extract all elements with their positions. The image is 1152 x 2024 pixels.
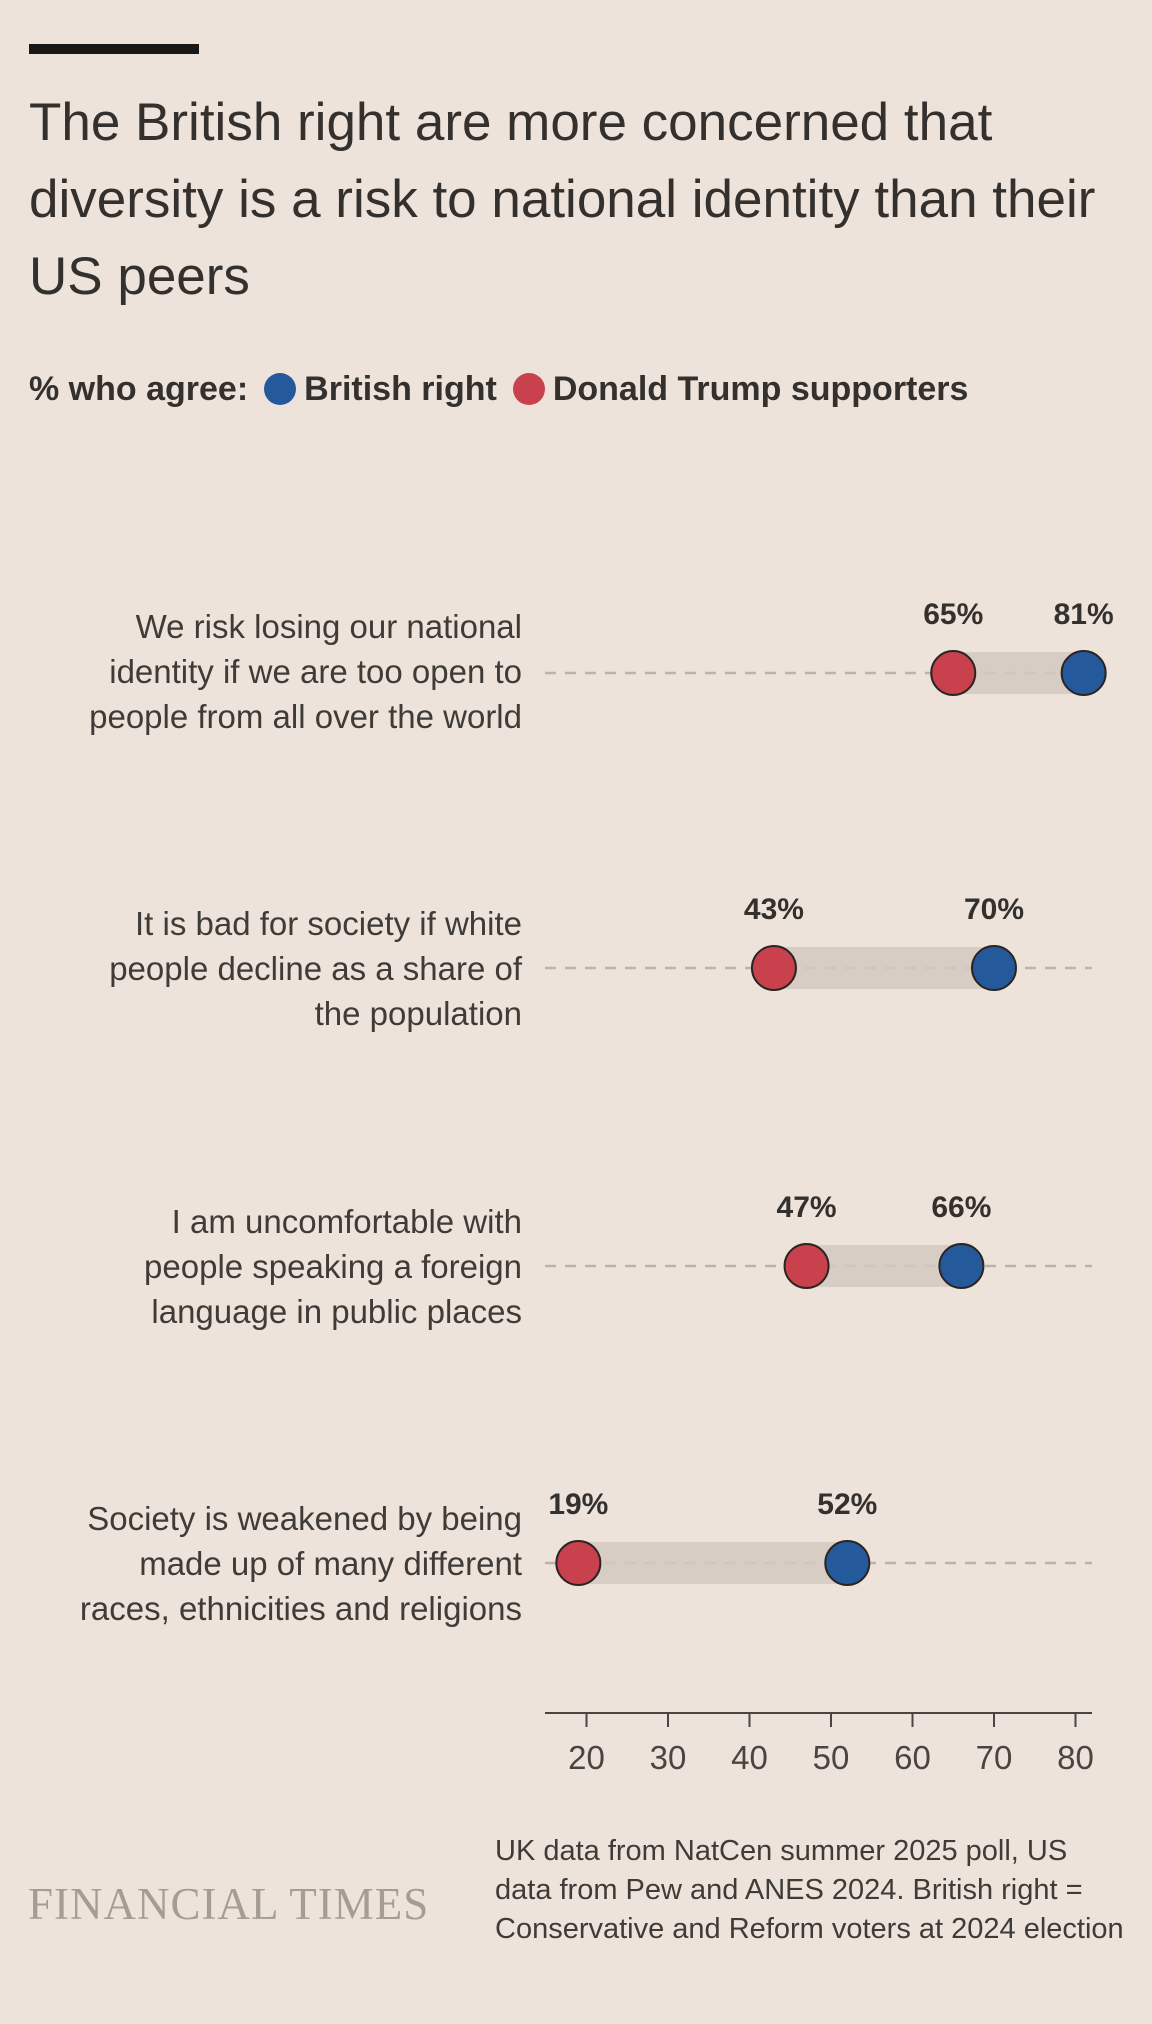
row-label-line: I am uncomfortable with	[171, 1203, 522, 1240]
chart-title: The British right are more concerned tha…	[29, 93, 1096, 306]
row-label: We risk losing our national identity if …	[20, 604, 522, 739]
british-right-dot	[938, 1243, 985, 1289]
trump-supporters-dot	[750, 945, 797, 991]
x-axis-tick-label: 50	[813, 1739, 850, 1776]
row-label-line: made up of many different	[139, 1545, 522, 1582]
trump-supporters-dot	[555, 1540, 602, 1586]
legend-label-trump-supporters: Donald Trump supporters	[552, 369, 969, 408]
trump-supporters-value-label: 47%	[777, 1191, 837, 1224]
row-label-line: Society is weakened by being	[87, 1500, 522, 1537]
dumbbell-chart: 65% 81% 43% 70% 47% 66% 19% 52% 20 30 40 50 60 70 80	[545, 598, 1114, 1776]
x-axis-tick-label: 80	[1057, 1739, 1094, 1776]
trump-supporters-value-label: 43%	[744, 893, 804, 926]
row-label-line: people from all over the world	[89, 698, 522, 735]
x-axis-tick-label: 60	[894, 1739, 931, 1776]
british-right-value-label: 70%	[964, 893, 1024, 926]
financial-times-logo: FINANCIAL TIMES	[28, 1879, 430, 1929]
row-label-line: people decline as a share of	[109, 950, 522, 987]
x-axis-tick-label: 40	[731, 1739, 768, 1776]
legend-label-british-right: British right	[304, 369, 497, 408]
british-right-value-label: 81%	[1054, 598, 1114, 631]
british-right-dot	[971, 945, 1017, 991]
row-label: Society is weakened by being made up of …	[20, 1496, 522, 1631]
range-band	[806, 1245, 962, 1287]
legend: % who agree: British right Donald Trump …	[29, 366, 968, 412]
british-right-value-label: 52%	[817, 1488, 877, 1521]
row-label-line: people speaking a foreign	[144, 1248, 522, 1285]
row-label-line: language in public places	[151, 1293, 522, 1330]
row-label-line: the population	[314, 995, 522, 1032]
row-label-line: identity if we are too open to	[109, 653, 522, 690]
trump-supporters-dot	[930, 650, 977, 696]
row-label: I am uncomfortable with people speaking …	[20, 1199, 522, 1334]
x-axis-tick-label: 70	[976, 1739, 1013, 1776]
legend-prefix: % who agree:	[29, 369, 249, 408]
row-label: It is bad for society if white people de…	[20, 901, 522, 1036]
source-note: UK data from NatCen summer 2025 poll, US…	[495, 1835, 1124, 1945]
x-axis-tick-label: 20	[568, 1739, 605, 1776]
range-band	[578, 1542, 848, 1584]
row-label-line: We risk losing our national	[135, 608, 522, 645]
range-band	[773, 947, 994, 989]
legend-swatch-british-right	[264, 373, 297, 405]
trump-supporters-dot	[783, 1243, 830, 1289]
british-right-dot	[824, 1540, 871, 1586]
x-axis-tick-label: 30	[650, 1739, 687, 1776]
british-right-dot	[1060, 650, 1107, 696]
row-label-line: It is bad for society if white	[135, 905, 522, 942]
ft-top-rule	[29, 44, 199, 54]
trump-supporters-value-label: 65%	[923, 598, 983, 631]
british-right-value-label: 66%	[931, 1191, 991, 1224]
trump-supporters-value-label: 19%	[548, 1488, 608, 1521]
legend-swatch-trump-supporters	[512, 373, 545, 405]
row-label-line: races, ethnicities and religions	[79, 1590, 522, 1627]
